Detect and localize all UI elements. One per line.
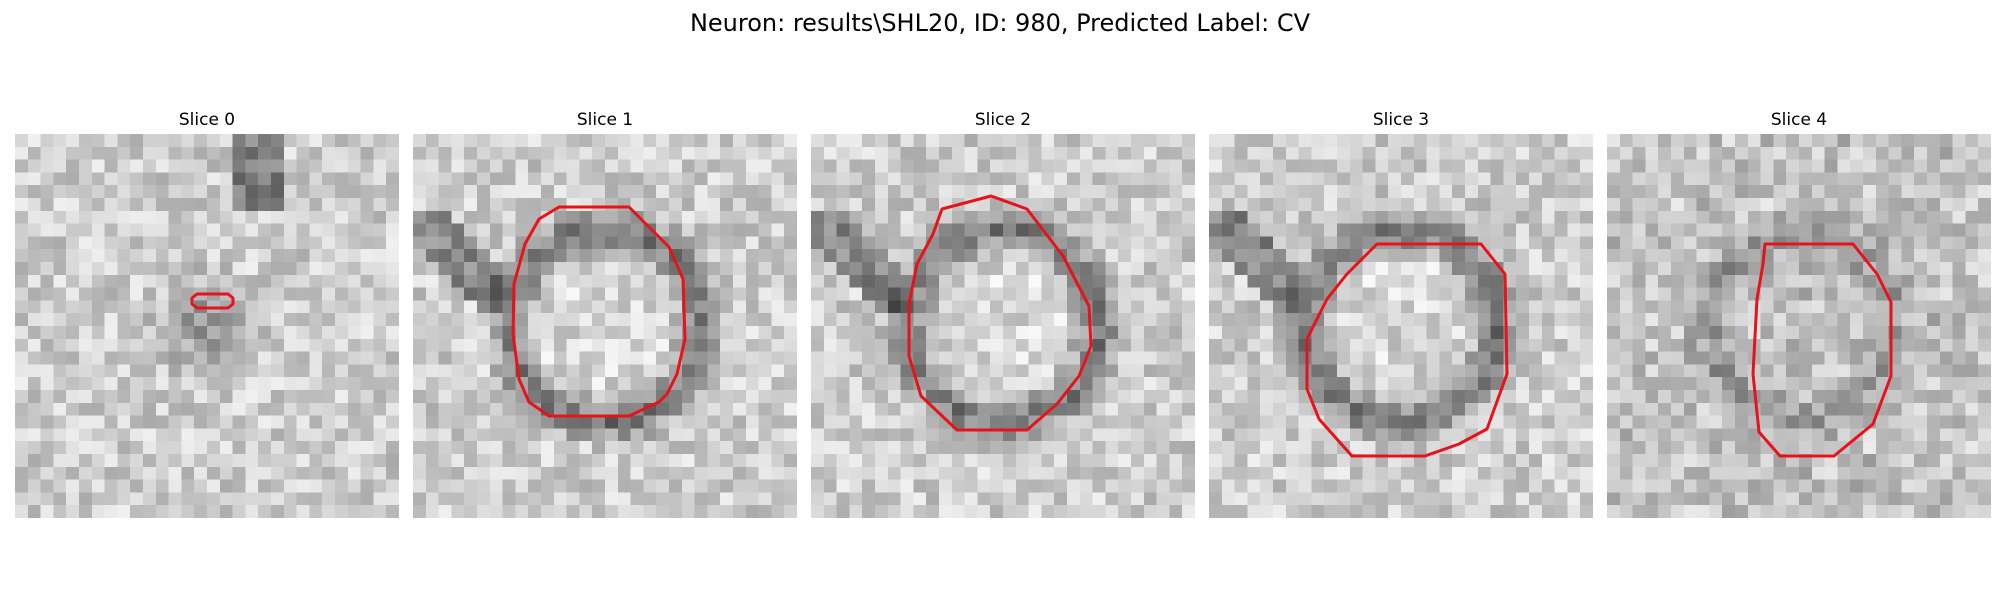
contour-overlay [907,194,1093,432]
slice-image [811,134,1195,518]
slice-panel-0: Slice 0 [15,110,399,518]
segmentation-contour [190,292,235,310]
slice-image [1209,134,1593,518]
slice-title: Slice 2 [974,110,1032,130]
slice-panel-2: Slice 2 [811,110,1195,518]
segmentation-contour [1751,242,1893,458]
slice-image [15,134,399,518]
slice-title: Slice 4 [1770,110,1828,130]
slice-title: Slice 3 [1372,110,1430,130]
segmentation-contour [511,205,687,418]
slice-image [1607,134,1991,518]
slice-panel-1: Slice 1 [413,110,797,518]
slice-image [413,134,797,518]
segmentation-contour [907,194,1093,432]
segmentation-contour [1305,242,1509,458]
slice-title: Slice 1 [576,110,634,130]
figure-title: Neuron: results\SHL20, ID: 980, Predicte… [689,9,1311,37]
slice-panel-4: Slice 4 [1607,110,1991,518]
contour-overlay [190,292,235,310]
slice-panel-3: Slice 3 [1209,110,1593,518]
contour-overlay [511,205,687,418]
contour-overlay [1751,242,1893,458]
slice-title: Slice 0 [178,110,236,130]
contour-overlay [1305,242,1509,458]
